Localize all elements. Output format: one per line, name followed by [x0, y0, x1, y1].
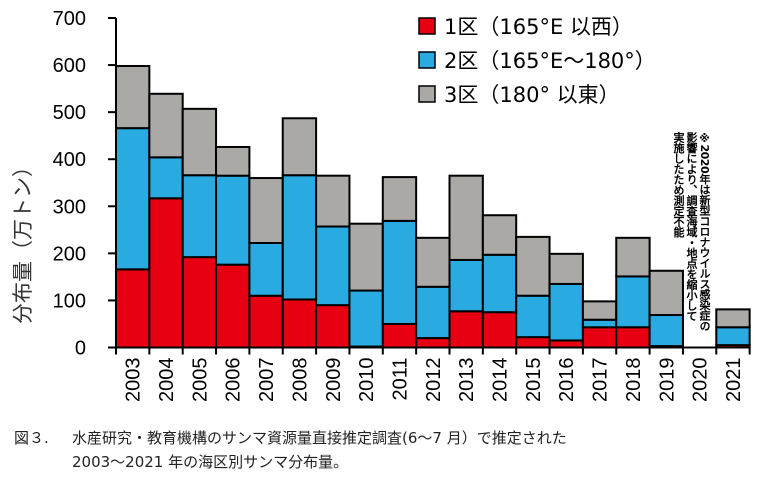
- bar-segment-2017-zone2: [581, 318, 618, 329]
- x-tick-label: 2010: [356, 358, 378, 403]
- bar-segment-2011-zone2: [381, 219, 418, 325]
- x-tick-label: 2007: [256, 358, 278, 403]
- x-tick-label: 2011: [389, 358, 411, 401]
- bar-segment-2014-zone3: [481, 214, 518, 256]
- stacked-bar-chart: 2003 2004 2005 2006 2007 2008 2009 2010 2011 2012…: [11, 8, 751, 403]
- bar-segment-2013-zone2: [448, 258, 484, 313]
- bar-segment-2018-zone2: [615, 275, 651, 329]
- bar-segment-2007-zone3: [248, 177, 284, 245]
- bar-segment-2003-zone3: [115, 65, 151, 130]
- x-tick-label: 2009: [323, 358, 345, 403]
- bar-segment-2014-zone2: [481, 253, 518, 314]
- x-tick-label: 2005: [189, 358, 211, 403]
- bar-segment-2011-zone3: [381, 176, 418, 222]
- bar-segment-2021-zone3: [715, 308, 751, 329]
- bar-segment-2004-zone2: [148, 156, 184, 200]
- bar-segment-2016-zone1: [548, 339, 584, 349]
- axes-layer: 2003 2004 2005 2006 2007 2008 2009 2010 2011 2012…: [53, 8, 751, 403]
- figure-label: 図３.: [14, 429, 49, 447]
- y-tick-label: 500: [53, 102, 86, 124]
- bar-segment-2019-zone3: [648, 269, 684, 317]
- bar-segment-2013-zone3: [448, 174, 484, 261]
- y-tick-label: 200: [53, 243, 86, 265]
- bar-segment-2005-zone1: [181, 256, 218, 349]
- bar-segment-2008-zone3: [281, 117, 318, 177]
- y-axis-label: 分布量（万トン）: [11, 156, 35, 324]
- bar-segment-2005-zone2: [181, 174, 218, 259]
- bars-layer: [115, 65, 751, 349]
- bar-segment-2009-zone2: [315, 225, 351, 307]
- annotation-line-2: 影響により、調査海域・地点を縮小して: [685, 132, 698, 321]
- x-tick-label: 2008: [289, 358, 311, 403]
- x-tick-label: 2017: [590, 358, 612, 403]
- y-tick-label: 400: [53, 149, 86, 171]
- x-tick-label: 2020: [690, 358, 712, 403]
- bar-segment-2013-zone1: [448, 310, 484, 349]
- bar-segment-2019-zone2: [648, 314, 684, 348]
- caption-line-2: 2003〜2021 年の海区別サンマ分布量。: [72, 453, 349, 471]
- x-tick-label: 2016: [556, 358, 578, 403]
- x-tick-label: 2006: [223, 358, 245, 403]
- y-tick-label: 600: [53, 55, 86, 77]
- annotation-line-3: 実施したため測定不能: [672, 132, 685, 237]
- bar-segment-2006-zone3: [215, 145, 251, 177]
- bar-segment-2006-zone2: [215, 174, 251, 266]
- bar-segment-2008-zone2: [281, 174, 318, 301]
- bar-segment-2015-zone3: [515, 235, 551, 297]
- bar-segment-2007-zone2: [248, 242, 284, 297]
- bar-segment-2017-zone1: [581, 326, 618, 349]
- x-tick-label: 2012: [423, 358, 445, 403]
- bar-segment-2008-zone1: [281, 298, 318, 349]
- y-tick-label: 700: [53, 8, 86, 30]
- bar-segment-2016-zone2: [548, 282, 584, 342]
- bar-segment-2003-zone2: [115, 127, 151, 271]
- bar-segment-2015-zone1: [515, 336, 551, 349]
- bar-segment-2006-zone1: [215, 263, 251, 349]
- bar-segment-2009-zone3: [315, 174, 351, 228]
- bar-segment-2015-zone2: [515, 294, 551, 339]
- bar-segment-2014-zone1: [481, 311, 518, 349]
- y-tick-label: 300: [53, 196, 86, 218]
- x-tick-label: 2004: [156, 358, 178, 403]
- figure-caption: 図３. 水産研究・教育機構のサンマ資源量直接推定調査(6〜7 月）で推定された 2…: [14, 426, 567, 474]
- legend: 1区（165°E 以西） 2区（165°E〜180°） 3区（180° 以東）: [418, 15, 656, 107]
- bar-segment-2012-zone2: [415, 285, 451, 340]
- x-tick-label: 2003: [123, 358, 145, 403]
- x-tick-label: 2013: [456, 358, 478, 403]
- legend-swatch-zone3: [418, 85, 436, 103]
- bar-segment-2009-zone1: [315, 304, 351, 349]
- x-tick-label: 2019: [656, 358, 678, 403]
- bar-segment-2004-zone1: [148, 197, 184, 349]
- y-tick-label: 0: [75, 338, 86, 360]
- bar-segment-2010-zone2: [348, 289, 384, 348]
- bar-segment-2005-zone3: [181, 107, 218, 177]
- annotation-note: ※2020年は新型コロナウイルス感染症の 影響により、調査海域・地点を縮小して …: [672, 132, 711, 352]
- legend-swatch-zone2: [418, 51, 436, 69]
- bar-segment-2018-zone3: [615, 236, 651, 278]
- bar-segment-2012-zone3: [415, 236, 451, 288]
- caption-line-1: 水産研究・教育機構のサンマ資源量直接推定調査(6〜7 月）で推定された: [72, 429, 567, 447]
- bar-segment-2004-zone3: [148, 92, 184, 159]
- legend-label-zone3: 3区（180° 以東）: [444, 83, 620, 107]
- bar-segment-2010-zone3: [348, 222, 384, 292]
- x-tick-label: 2014: [490, 358, 512, 403]
- bar-segment-2012-zone1: [415, 337, 451, 349]
- bar-segment-2021-zone2: [715, 326, 751, 347]
- legend-swatch-zone1: [418, 17, 436, 35]
- x-tick-label: 2021: [723, 358, 745, 403]
- legend-label-zone1: 1区（165°E 以西）: [444, 15, 633, 39]
- y-tick-label: 100: [53, 290, 86, 312]
- bar-segment-2003-zone1: [115, 268, 151, 349]
- bar-segment-2011-zone1: [381, 322, 418, 349]
- bar-segment-2017-zone3: [581, 300, 618, 321]
- bar-segment-2016-zone3: [548, 252, 584, 285]
- x-tick-label: 2015: [523, 358, 545, 403]
- bar-segment-2007-zone1: [248, 294, 284, 349]
- legend-label-zone2: 2区（165°E〜180°）: [444, 49, 656, 73]
- bar-segment-2018-zone1: [615, 326, 651, 349]
- x-tick-label: 2018: [623, 358, 645, 403]
- annotation-line-1: ※2020年は新型コロナウイルス感染症の: [698, 132, 711, 331]
